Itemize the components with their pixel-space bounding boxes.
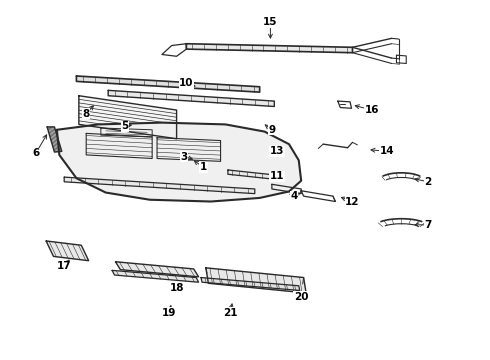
Polygon shape [57,123,301,202]
Text: 17: 17 [57,261,72,271]
Text: 10: 10 [179,78,194,88]
Polygon shape [64,177,255,194]
Polygon shape [228,170,282,180]
Text: 13: 13 [270,146,284,156]
Text: 18: 18 [170,283,184,293]
Text: 15: 15 [263,17,278,27]
Polygon shape [201,278,300,291]
Text: 8: 8 [83,109,90,119]
Text: 9: 9 [269,125,275,135]
Text: 2: 2 [425,177,432,187]
Text: 21: 21 [223,308,238,318]
Polygon shape [116,262,198,277]
Polygon shape [47,127,62,152]
Polygon shape [186,44,352,53]
Text: 4: 4 [290,191,297,201]
Text: 20: 20 [294,292,308,302]
Polygon shape [206,268,306,293]
Polygon shape [79,96,176,139]
Polygon shape [46,241,89,261]
Text: 1: 1 [200,162,207,172]
Polygon shape [76,76,260,92]
Polygon shape [112,270,198,282]
Polygon shape [108,90,274,107]
Text: 14: 14 [379,146,394,156]
Text: 19: 19 [162,308,176,318]
Text: 5: 5 [122,121,129,131]
Text: 12: 12 [345,197,360,207]
Text: 7: 7 [424,220,432,230]
Text: 16: 16 [365,105,379,115]
Text: 6: 6 [32,148,40,158]
Text: 11: 11 [270,171,284,181]
Text: 3: 3 [180,152,188,162]
